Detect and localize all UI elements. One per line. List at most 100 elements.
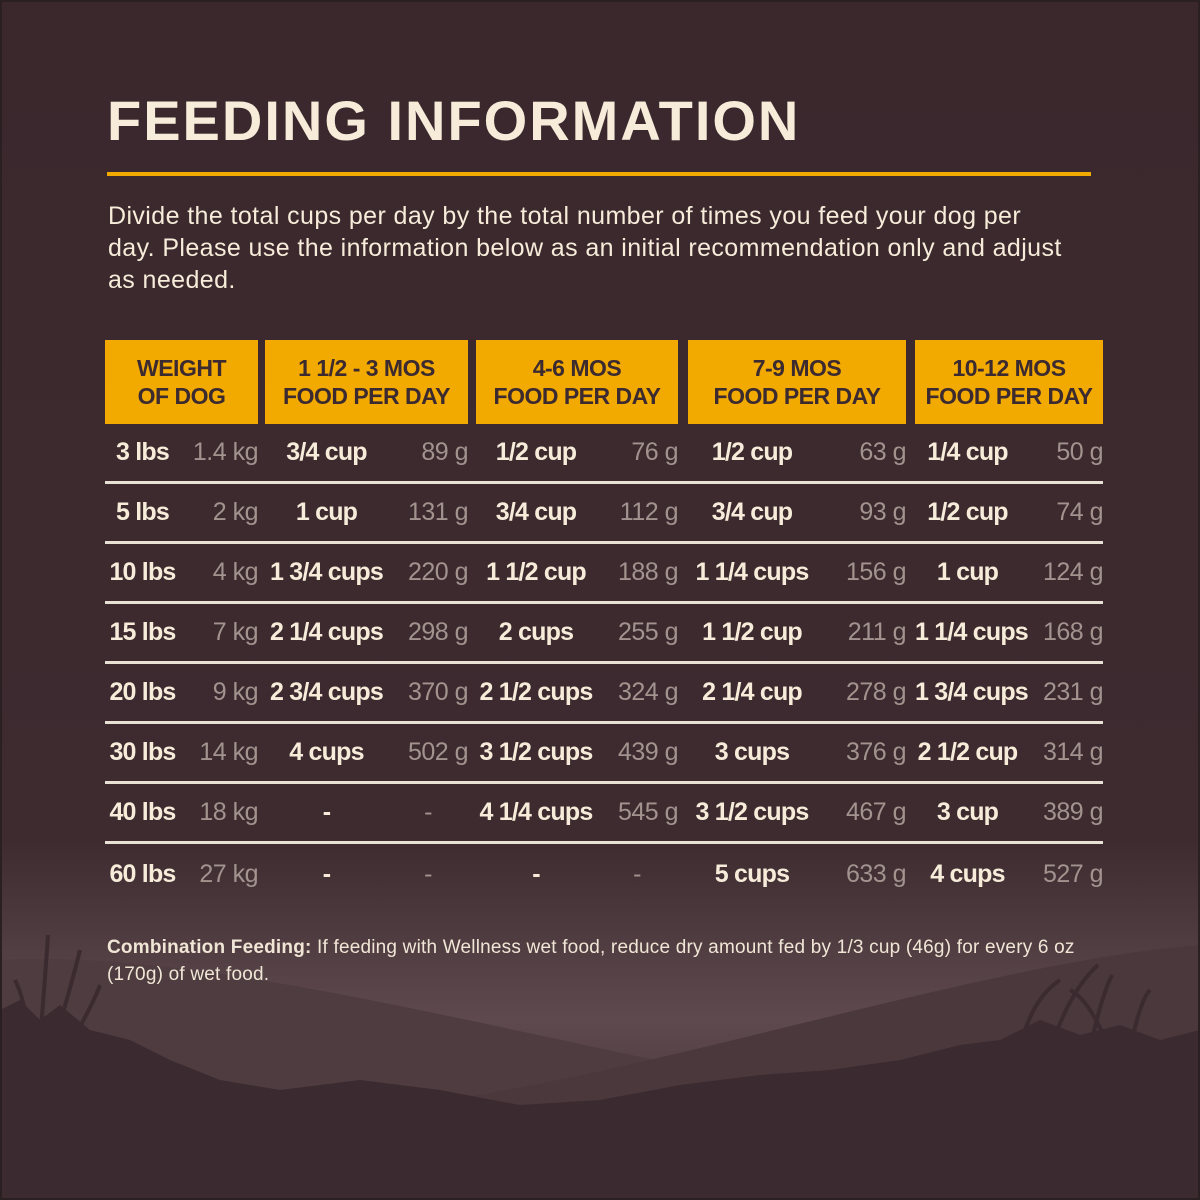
grams-value: 389 g (1042, 798, 1104, 826)
grams-value: 211 g (847, 618, 907, 646)
weight-cell: 20 lbs 9 kg (105, 664, 258, 721)
cups-value: 1 cup (936, 558, 999, 586)
header-line: 7-9 MOS (752, 355, 842, 381)
weight-lbs: 30 lbs (109, 738, 176, 766)
header-col-1: 1 1/2 - 3 MOS FOOD PER DAY (265, 340, 468, 424)
table-header: WEIGHT OF DOG 1 1/2 - 3 MOS FOOD PER DAY 4-6… (105, 340, 1103, 424)
food-cell: -- (265, 844, 468, 904)
cups-value: 3/4 cup (286, 438, 367, 466)
intro-text: Divide the total cups per day by the tot… (108, 202, 1062, 294)
weight-kg: 2 kg (212, 498, 259, 526)
food-cell: 1/2 cup 63 g (688, 424, 907, 481)
food-cell: 4 cups 502 g (265, 724, 468, 781)
cups-value: 4 cups (930, 859, 1005, 888)
food-cell: 1 cup 124 g (915, 544, 1104, 601)
grams-value: 439 g (617, 738, 679, 766)
cups-value: 3/4 cup (711, 498, 793, 526)
food-cell: 2 cups 255 g (476, 604, 679, 661)
weight-cell: 15 lbs 7 kg (105, 604, 258, 661)
grams-value: 324 g (617, 678, 679, 706)
weight-kg: 7 kg (212, 618, 259, 646)
food-cell: 2 1/2 cup 314 g (915, 724, 1104, 781)
cups-value: 2 1/2 cup (917, 738, 1019, 766)
grams-value: 231 g (1042, 678, 1104, 706)
feeding-table: WEIGHT OF DOG 1 1/2 - 3 MOS FOOD PER DAY 4-6… (105, 340, 1104, 904)
food-cell: 3 1/2 cups 467 g (688, 784, 907, 841)
weight-cell: 30 lbs 14 kg (105, 724, 258, 781)
grams-value: 112 g (619, 498, 679, 526)
table-row: 3 lbs 1.4 kg 3/4 cup 89 g 1/2 cup 76 g 1/2 cup… (105, 424, 1104, 484)
food-cell: 3/4 cup 112 g (476, 484, 679, 541)
combination-label: Combination Feeding: (107, 937, 312, 958)
weight-kg: 14 kg (199, 738, 258, 766)
cups-value: 1 cup (295, 498, 358, 526)
grams-value: 168 g (1042, 618, 1104, 646)
food-cell: 3 1/2 cups 439 g (476, 724, 679, 781)
grams-value: 278 g (845, 678, 907, 706)
cups-value: - (322, 859, 331, 888)
grams-value: 74 g (1056, 498, 1103, 526)
cups-value: 1/2 cup (711, 438, 793, 466)
grams-value: 545 g (617, 798, 679, 826)
grams-value: 376 g (845, 738, 907, 766)
food-cell: 1/2 cup 76 g (476, 424, 679, 481)
food-cell: 1 1/4 cups 156 g (688, 544, 907, 601)
grams-value: 50 g (1056, 438, 1103, 466)
weight-kg: 27 kg (199, 859, 258, 888)
header-col-0: WEIGHT OF DOG (105, 340, 258, 424)
grams-value: 527 g (1042, 859, 1104, 888)
header-line: FOOD PER DAY (283, 383, 450, 409)
food-cell: 4 cups 527 g (915, 844, 1103, 904)
grams-value: 370 g (407, 678, 469, 706)
grams-value: 467 g (845, 798, 907, 826)
grams-value: 298 g (407, 618, 469, 646)
grams-value: 89 g (421, 438, 468, 466)
grams-value: 93 g (859, 498, 906, 526)
weight-cell: 5 lbs 2 kg (105, 484, 259, 541)
title-divider (107, 172, 1091, 176)
header-line: 1 1/2 - 3 MOS (298, 355, 435, 381)
cups-value: 4 1/4 cups (479, 798, 594, 826)
food-cell: 4 1/4 cups 545 g (476, 784, 679, 841)
grams-value: 314 g (1042, 738, 1104, 766)
cups-value: 1 1/2 cup (486, 558, 587, 586)
food-cell: 1 3/4 cups 220 g (265, 544, 468, 601)
weight-kg: 1.4 kg (192, 438, 259, 466)
cups-value: 1 1/4 cups (915, 618, 1029, 646)
food-cell: -- (265, 784, 468, 841)
grams-value: 255 g (617, 618, 679, 646)
food-cell: -- (476, 844, 678, 904)
table-row: 5 lbs 2 kg 1 cup 131 g 3/4 cup 112 g 3/4 cup 93… (105, 484, 1104, 544)
weight-lbs: 40 lbs (109, 798, 176, 826)
header-line: 4-6 MOS (532, 355, 622, 381)
combination-feeding-note: Combination Feeding: If feeding with Wel… (107, 934, 1087, 988)
weight-kg: 9 kg (212, 678, 259, 706)
cups-value: 1 1/4 cups (695, 558, 810, 586)
food-cell: 2 1/4 cups 298 g (265, 604, 468, 661)
grams-value: 76 g (631, 438, 678, 466)
cups-value: 1/4 cup (927, 438, 1008, 466)
grams-value: 633 g (845, 859, 907, 888)
grams-value: 220 g (407, 558, 469, 586)
cups-value: 1 3/4 cups (915, 678, 1029, 706)
food-cell: 1 cup 131 g (265, 484, 469, 541)
grams-value: - (424, 859, 432, 888)
food-cell: 3 cup 389 g (915, 784, 1104, 841)
food-cell: 2 3/4 cups 370 g (265, 664, 468, 721)
food-cell: 3/4 cup 93 g (688, 484, 907, 541)
food-cell: 1 3/4 cups 231 g (915, 664, 1104, 721)
cups-value: 4 cups (289, 738, 364, 766)
cups-value: 3 cup (936, 798, 999, 826)
cups-value: 1/2 cup (927, 498, 1008, 526)
cups-value: 1 3/4 cups (270, 558, 384, 586)
header-line: FOOD PER DAY (493, 383, 661, 409)
cups-value: 5 cups (714, 859, 790, 888)
grams-value: 502 g (407, 738, 469, 766)
header-line: OF DOG (137, 383, 226, 409)
table-row: 20 lbs 9 kg 2 3/4 cups 370 g 2 1/2 cups 324 g… (105, 664, 1104, 724)
food-cell: 1/4 cup 50 g (915, 424, 1103, 481)
cups-value: 3 1/2 cups (695, 798, 810, 826)
cups-value: - (532, 859, 540, 888)
